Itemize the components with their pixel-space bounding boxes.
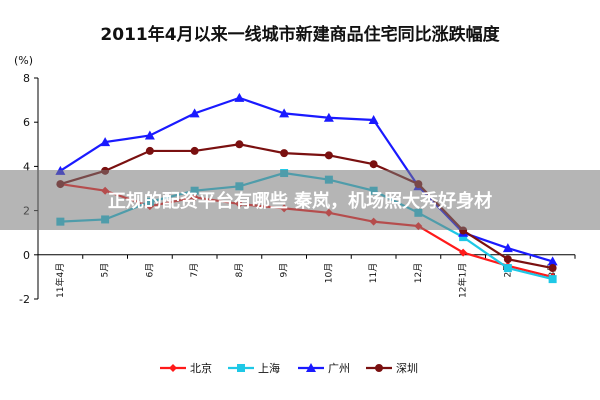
legend-marker xyxy=(306,363,316,372)
y-tick-label: -2 xyxy=(19,293,30,306)
watermark-band xyxy=(0,170,600,230)
legend-label: 深圳 xyxy=(396,362,418,375)
legend-marker xyxy=(237,364,245,372)
data-point xyxy=(547,256,558,266)
data-point xyxy=(189,108,200,118)
data-point xyxy=(145,146,154,155)
x-tick-label: 11月 xyxy=(368,263,379,283)
legend-item: 广州 xyxy=(298,362,350,375)
legend-marker xyxy=(169,364,177,372)
legend-label: 北京 xyxy=(190,361,212,375)
x-tick-label: 12年1月 xyxy=(457,263,469,298)
series-line xyxy=(60,143,553,270)
legend-marker xyxy=(375,364,383,372)
data-point xyxy=(459,248,468,257)
data-point xyxy=(548,275,557,284)
data-point xyxy=(280,149,289,158)
data-point xyxy=(503,264,512,273)
legend-item: 上海 xyxy=(228,361,280,375)
data-point xyxy=(235,140,244,149)
data-point xyxy=(459,233,468,242)
x-tick-label: 11年4月 xyxy=(54,263,66,298)
watermark-overlay: 正规的配资平台有哪些 秦岚，机场照大秀好身材 xyxy=(0,170,600,230)
data-point xyxy=(368,114,379,124)
y-tick-label: 0 xyxy=(23,249,30,262)
x-tick-label: 5月 xyxy=(100,263,111,278)
legend-label: 上海 xyxy=(258,361,280,375)
data-point xyxy=(234,92,245,102)
y-tick-label: 8 xyxy=(23,72,30,85)
data-point xyxy=(324,151,333,160)
chart-title: 2011年4月以来一线城市新建商品住宅同比涨跌幅度 xyxy=(100,24,500,45)
legend-item: 北京 xyxy=(160,361,212,375)
x-tick-label: 8月 xyxy=(234,263,245,278)
data-point xyxy=(548,264,557,273)
data-point xyxy=(369,160,378,169)
data-point xyxy=(503,255,512,264)
legend-label: 广州 xyxy=(328,362,350,375)
data-point xyxy=(190,146,199,155)
legend-item: 深圳 xyxy=(366,362,418,375)
x-tick-label: 9月 xyxy=(279,263,290,278)
data-point xyxy=(144,130,155,140)
y-axis-unit-label: (%) xyxy=(14,54,33,67)
x-tick-label: 10月 xyxy=(323,263,334,283)
x-tick-label: 12月 xyxy=(413,263,424,283)
y-tick-label: 6 xyxy=(23,116,30,129)
legend: 北京 上海 广州 深圳 xyxy=(160,361,418,375)
x-tick-label: 7月 xyxy=(189,263,200,278)
data-point xyxy=(100,137,111,147)
y-tick-label: 4 xyxy=(23,160,30,173)
watermark-text: 正规的配资平台有哪些 秦岚，机场照大秀好身材 xyxy=(108,190,492,212)
data-point xyxy=(279,108,290,118)
data-point xyxy=(323,112,334,122)
data-point xyxy=(502,243,513,253)
x-tick-label: 6月 xyxy=(144,263,155,278)
